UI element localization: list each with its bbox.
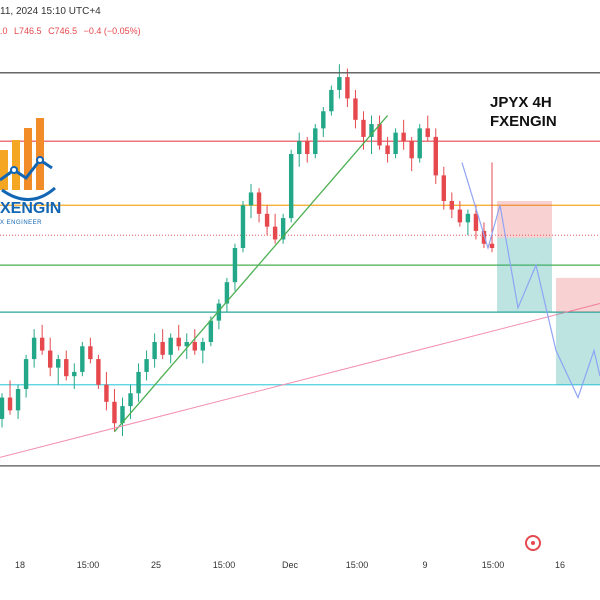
candle-body — [329, 89, 334, 112]
go-to-realtime-button[interactable] — [525, 535, 541, 551]
candle-body — [353, 98, 358, 120]
logo-name: XENGIN — [0, 200, 62, 217]
candle-body — [216, 303, 222, 321]
candle-body — [433, 136, 438, 176]
candle-body — [345, 77, 350, 99]
candle-body — [449, 201, 455, 210]
x-tick-label: 25 — [150, 560, 162, 570]
candle-body — [409, 141, 414, 159]
stop-loss-zone-1 — [497, 201, 552, 238]
candle-body — [184, 342, 189, 347]
take-profit-zone-1 — [497, 237, 552, 313]
candle-body — [232, 248, 238, 283]
candle-body — [88, 346, 93, 360]
candle-body — [280, 218, 286, 240]
candle-body — [465, 213, 471, 223]
fxengin-logo-icon — [0, 118, 56, 201]
candle-body — [7, 397, 13, 411]
projected-path — [461, 162, 600, 400]
candle-body — [200, 342, 206, 351]
candle-body — [393, 132, 398, 154]
candle-body — [297, 141, 302, 154]
logo-subtitle: X ENGINEER — [0, 220, 43, 226]
candle-body — [337, 77, 342, 90]
candle-body — [248, 192, 254, 206]
candle-body — [457, 209, 463, 223]
candle-body — [23, 359, 29, 389]
candle-body — [369, 124, 374, 137]
candle-body — [112, 401, 117, 424]
long-trend-line — [0, 303, 600, 458]
candle-body — [192, 342, 197, 351]
candle-body — [96, 359, 101, 385]
candle-body — [80, 346, 85, 372]
candle-body — [176, 337, 181, 347]
x-tick-label: 16 — [554, 560, 566, 570]
x-tick-label: 15:00 — [345, 560, 369, 570]
ohlc-low: L746.5 — [14, 26, 42, 36]
x-tick-label: Dec — [281, 560, 299, 570]
chart-title: JPYX 4H FXENGIN — [490, 93, 557, 131]
candle-body — [168, 337, 173, 355]
candle-body — [72, 371, 77, 377]
candle-body — [104, 384, 109, 402]
uptrend-line — [113, 115, 389, 433]
candle-body — [377, 124, 382, 146]
candle-body — [385, 145, 390, 154]
candle-body — [64, 359, 69, 377]
candle-body — [288, 154, 294, 219]
candle-body — [31, 337, 37, 360]
ohlc-close: C746.5 — [48, 26, 78, 36]
candle-body — [417, 128, 422, 159]
ohlc-readout: .0 L746.5 C746.5 −0.4 (−0.05%) — [0, 26, 145, 36]
ohlc-open: .0 — [0, 26, 8, 36]
candle-body — [240, 205, 246, 248]
candle-body — [160, 342, 165, 355]
x-tick-label: 9 — [422, 560, 428, 570]
candle-body — [272, 226, 278, 240]
ohlc-change: −0.4 (−0.05%) — [83, 26, 141, 36]
candle-body — [313, 128, 318, 154]
chart-title-line-2: FXENGIN — [490, 113, 557, 130]
x-tick-label: 15:00 — [212, 560, 236, 570]
candle-body — [489, 243, 495, 248]
stop-loss-zone-2 — [556, 277, 600, 313]
x-tick-label: 15:00 — [76, 560, 100, 570]
chart-title-line-1: JPYX 4H — [490, 94, 552, 111]
candle-body — [0, 397, 5, 419]
candle-body — [305, 141, 310, 154]
candle-body — [401, 132, 406, 142]
x-tick-label: 18 — [14, 560, 26, 570]
candle-body — [136, 371, 141, 394]
candle-body — [120, 406, 125, 424]
candle-body — [56, 359, 61, 368]
candle-body — [47, 350, 53, 368]
candle-body — [128, 393, 133, 407]
candle-body — [321, 111, 326, 129]
candle-body — [144, 359, 149, 372]
candle-body — [473, 213, 479, 231]
candle-body — [264, 213, 270, 227]
x-tick-label: 15:00 — [481, 560, 505, 570]
candle-body — [481, 230, 487, 244]
candle-body — [224, 282, 230, 304]
candle-body — [425, 128, 430, 137]
candle-body — [256, 192, 262, 214]
candle-body — [361, 119, 366, 137]
take-profit-zone-2 — [556, 312, 600, 385]
candle-body — [152, 342, 157, 360]
candle-body — [208, 320, 214, 342]
candle-body — [15, 389, 21, 411]
candle-body — [441, 175, 447, 201]
candle-body — [39, 337, 45, 351]
chart-header-datetime: 11, 2024 15:10 UTC+4 — [0, 6, 101, 17]
